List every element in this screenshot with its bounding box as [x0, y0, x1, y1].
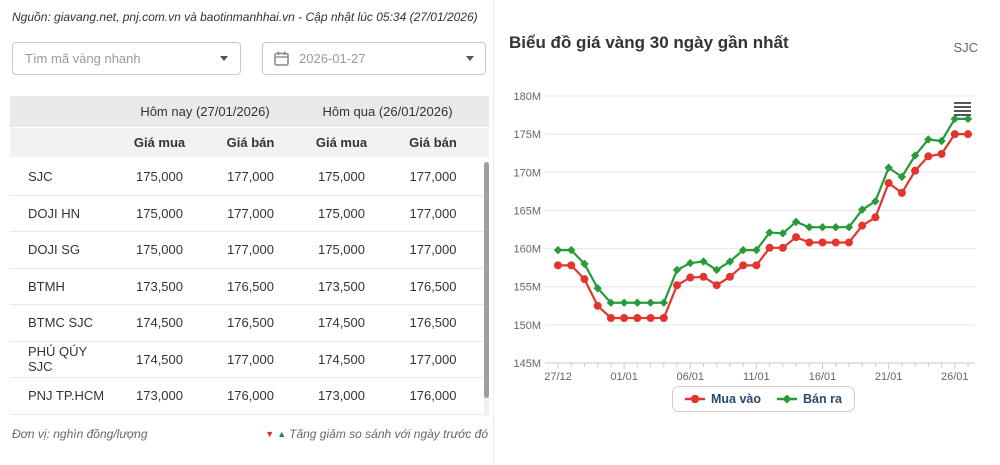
brand-label: BTMC SJC: [28, 315, 93, 331]
table-row: BTMH 173,500 176,500 173,500 176,500: [10, 268, 489, 305]
svg-text:11/01: 11/01: [743, 371, 770, 383]
brand-label: DOJI HN: [28, 205, 80, 221]
series-mua-vào: [554, 130, 972, 322]
col-header-sell-today: Giá bán: [226, 135, 275, 150]
hamburger-menu-icon[interactable]: [953, 101, 972, 117]
date-picker[interactable]: 2026-01-27: [262, 42, 486, 75]
source-update-line: Nguồn: giavang.net, pnj.com.vn và baotin…: [12, 10, 478, 24]
table-row: DOJI SG 175,000 177,000 175,000 177,000: [10, 232, 489, 269]
triangle-down-icon: ▼: [265, 428, 275, 439]
calendar-icon: [274, 51, 289, 66]
brand-label: BTMH: [28, 278, 65, 294]
chevron-down-icon: [220, 56, 228, 61]
gold-code-select-placeholder: Tìm mã vàng nhanh: [25, 51, 141, 66]
x-axis: 27/12 01/01 06/01 11/01 16/01 21/01 26/01: [544, 362, 975, 383]
svg-text:26/01: 26/01: [941, 371, 969, 383]
line-diamond-marker-icon: [777, 394, 798, 404]
col-header-buy-yesterday: Giá mua: [315, 135, 368, 150]
table-sub-header: Giá mua Giá bán Giá mua Giá bán: [10, 128, 489, 159]
svg-text:180M: 180M: [513, 91, 541, 103]
table-group-header: Hôm nay (27/01/2026) Hôm qua (26/01/2026…: [10, 96, 489, 128]
col-header-sell-yesterday: Giá bán: [409, 135, 457, 150]
y-axis-labels: 145M 150M 155M 160M 165M 170M 175M 180M: [513, 91, 541, 370]
svg-text:155M: 155M: [513, 282, 541, 294]
svg-text:01/01: 01/01: [610, 371, 638, 383]
line-circle-marker-icon: [685, 394, 705, 404]
table-scrollbar-thumb[interactable]: [484, 162, 489, 398]
date-picker-value: 2026-01-27: [299, 51, 366, 66]
legend-label: Bán ra: [803, 392, 842, 406]
table-row: PNJ TP.HCM 173,000 176,000 173,000 176,0…: [10, 378, 489, 415]
brand-label: PNJ TP.HCM: [28, 388, 105, 404]
chart-title: Biểu đồ giá vàng 30 ngày gần nhất: [509, 33, 789, 52]
svg-text:150M: 150M: [513, 320, 541, 332]
svg-text:21/01: 21/01: [875, 371, 903, 383]
svg-text:175M: 175M: [513, 129, 541, 141]
legend-label: Mua vào: [711, 392, 762, 406]
group-header-yesterday: Hôm qua (26/01/2026): [322, 104, 453, 119]
price-chart: 145M 150M 155M 160M 165M 170M 175M 180M 27/12 01/…: [513, 91, 975, 383]
brand-label: SJC: [28, 169, 53, 185]
panel-divider: [493, 0, 494, 465]
chart-code-badge: SJC: [953, 40, 978, 55]
price-table: Hôm nay (27/01/2026) Hôm qua (26/01/2026…: [10, 96, 489, 415]
svg-text:16/01: 16/01: [809, 371, 837, 383]
svg-text:145M: 145M: [513, 358, 541, 370]
svg-text:170M: 170M: [513, 167, 541, 179]
compare-note: ▼ ▲ Tăng giảm so sánh với ngày trước đó: [265, 427, 488, 441]
chevron-down-icon: [466, 56, 474, 61]
brand-label: DOJI SG: [28, 242, 81, 258]
table-scrollbar[interactable]: [484, 162, 489, 417]
table-row: BTMC SJC 174,500 176,500 174,500 176,500: [10, 305, 489, 342]
svg-text:160M: 160M: [513, 244, 541, 256]
col-header-buy-today: Giá mua: [133, 135, 186, 150]
svg-text:27/12: 27/12: [544, 371, 572, 383]
unit-note: Đơn vị: nghìn đồng/lượng: [12, 427, 148, 441]
table-row: PHÚ QÚY SJC 174,500 177,000 174,500 177,…: [10, 341, 489, 378]
table-row: SJC 175,000 177,000 175,000 177,000: [10, 159, 489, 196]
svg-text:06/01: 06/01: [676, 371, 704, 383]
svg-text:165M: 165M: [513, 205, 541, 217]
brand-label: PHÚ QÚY SJC: [28, 344, 87, 375]
group-header-today: Hôm nay (27/01/2026): [140, 104, 270, 119]
grid-lines: [545, 95, 975, 364]
gold-code-select[interactable]: Tìm mã vàng nhanh: [12, 42, 241, 75]
table-row: DOJI HN 175,000 177,000 175,000 177,000: [10, 195, 489, 232]
triangle-up-icon: ▲: [277, 428, 287, 439]
compare-note-text: Tăng giảm so sánh với ngày trước đó: [289, 427, 488, 441]
legend-item-buy[interactable]: Mua vào: [685, 392, 761, 406]
legend-item-sell[interactable]: Bán ra: [777, 392, 842, 406]
chart-legend: Mua vào Bán ra: [672, 386, 855, 412]
